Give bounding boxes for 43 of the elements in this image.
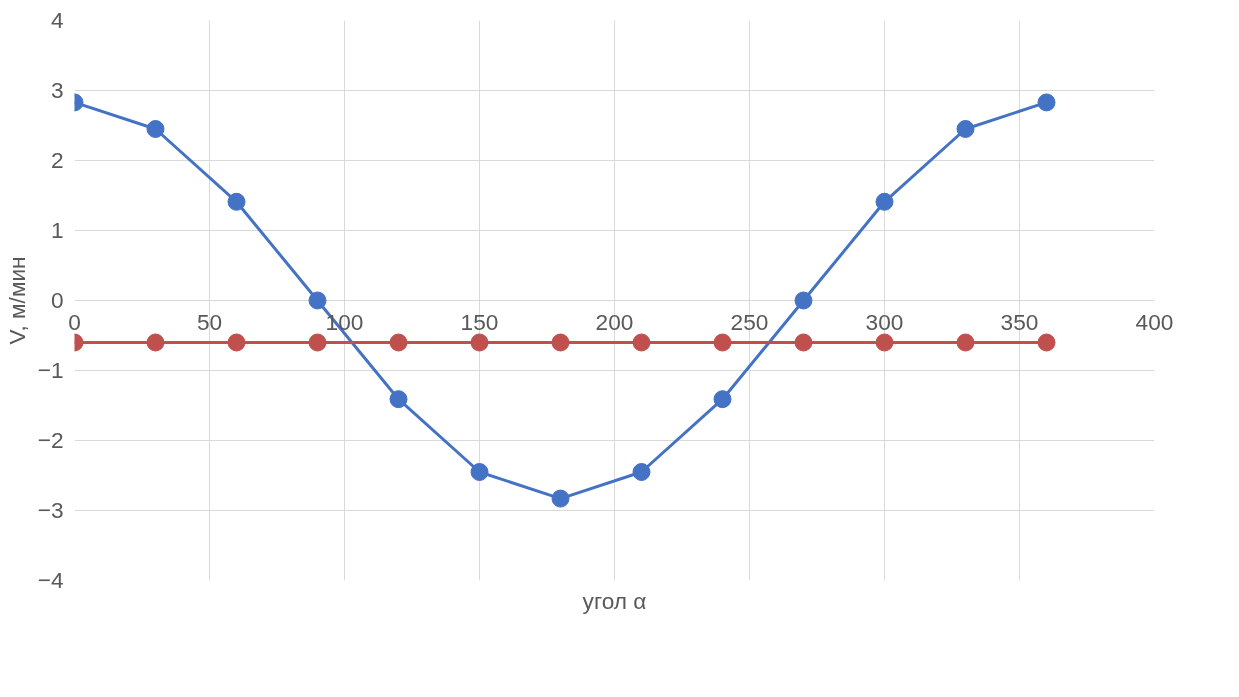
point — [794, 333, 813, 352]
point — [713, 333, 732, 352]
point — [308, 333, 327, 352]
y-axis-title: V, м/мин — [3, 256, 30, 345]
point — [956, 120, 975, 138]
point — [146, 120, 165, 138]
y-tick-label: −4 — [37, 567, 64, 593]
point — [632, 463, 651, 481]
point — [470, 333, 489, 352]
x-tick-label: 300 — [865, 308, 904, 335]
point — [389, 333, 408, 352]
y-tick-label: −1 — [37, 357, 64, 383]
y-tick-label: 4 — [50, 7, 64, 33]
x-tick-label: 200 — [595, 308, 634, 335]
point — [227, 333, 246, 352]
y-tick-label: −2 — [37, 427, 64, 453]
x-tick-label: 250 — [730, 308, 769, 335]
x-tick-label: 400 — [1135, 308, 1174, 335]
y-tick-label: 0 — [50, 287, 64, 313]
x-axis-title: угол α — [582, 587, 647, 614]
point — [794, 291, 813, 310]
point — [551, 333, 570, 352]
point — [389, 390, 408, 409]
point — [875, 192, 894, 211]
point — [1037, 333, 1056, 352]
x-tick-label: 0 — [68, 308, 81, 335]
point — [632, 333, 651, 352]
point — [146, 333, 165, 352]
y-tick-label: 2 — [50, 147, 64, 173]
point — [308, 291, 327, 310]
point — [470, 463, 489, 481]
y-tick-label: 1 — [50, 217, 64, 243]
point — [875, 333, 894, 352]
x-tick-label: 350 — [1000, 308, 1039, 335]
x-tick-label: 150 — [460, 308, 499, 335]
y-tick-label: 3 — [50, 77, 64, 103]
point — [227, 192, 246, 211]
point — [551, 489, 570, 508]
x-tick-label: 50 — [196, 308, 223, 335]
point — [713, 390, 732, 409]
y-tick-label: −3 — [37, 497, 64, 523]
point — [956, 333, 975, 352]
point — [1037, 93, 1056, 112]
